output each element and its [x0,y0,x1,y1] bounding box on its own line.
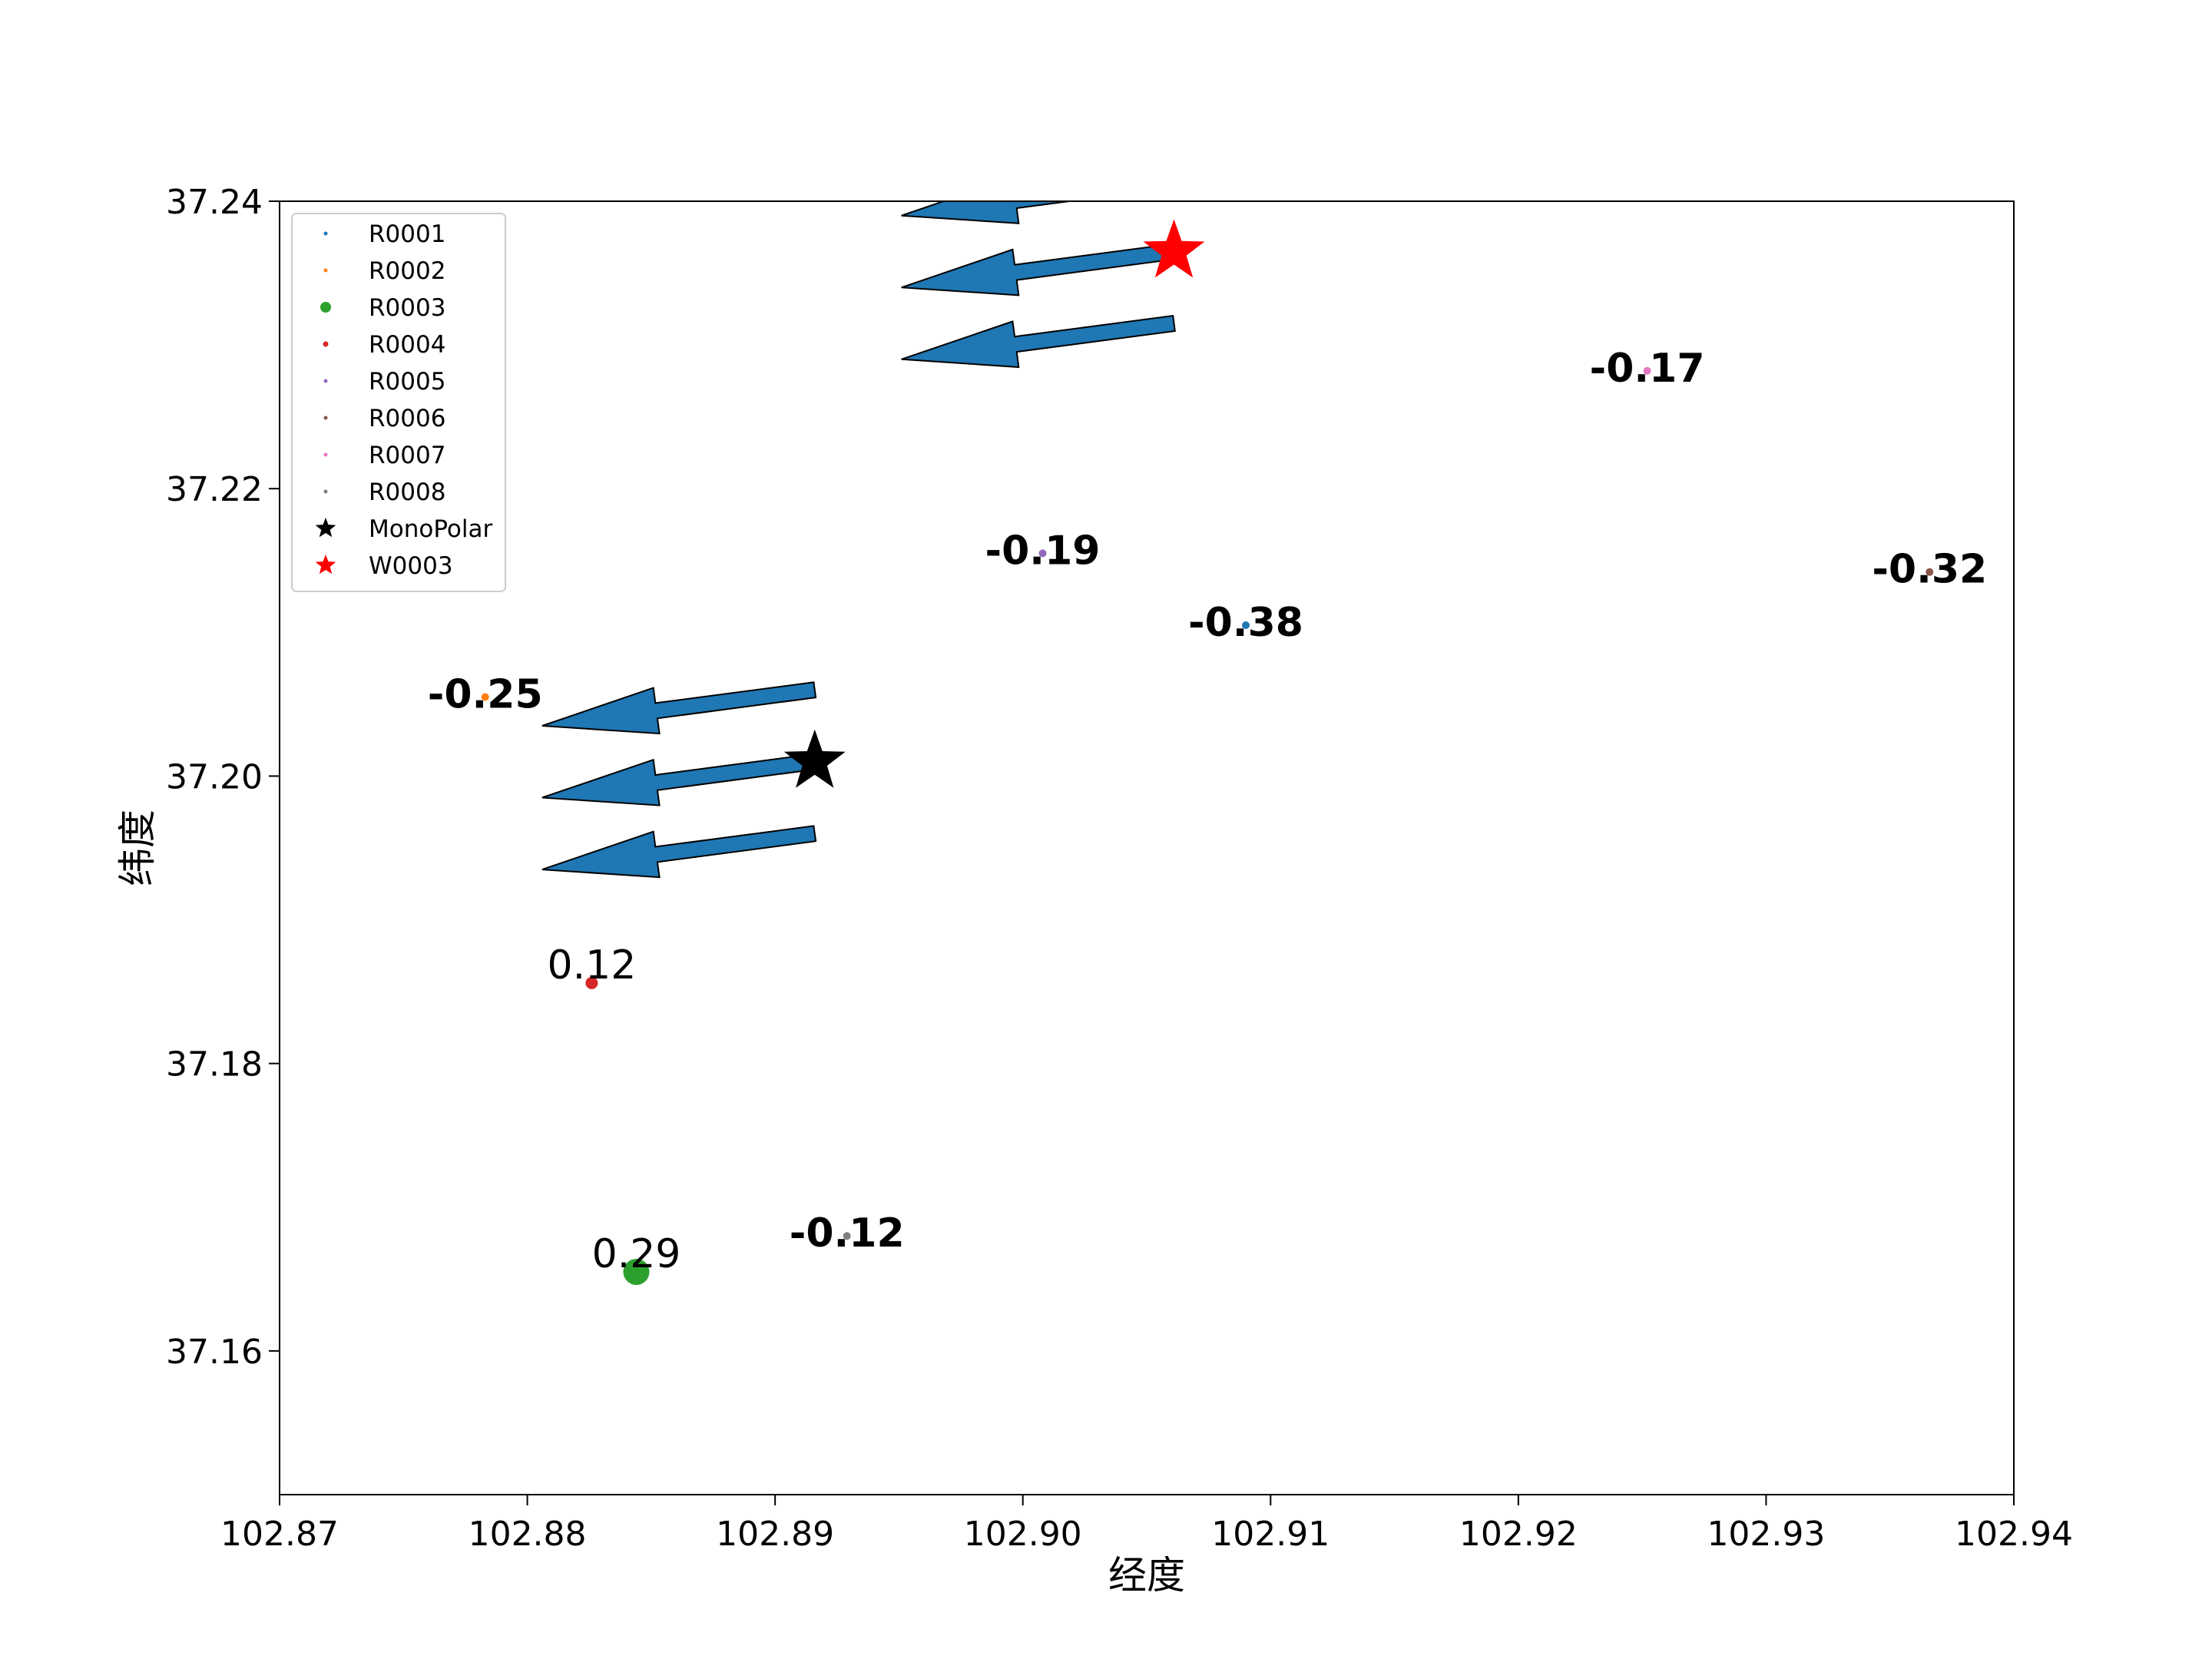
y-tick-label: 37.18 [166,1045,263,1084]
legend-marker-r0002 [323,268,328,273]
r0006-value-label: -0.32 [1872,547,1987,593]
legend-label-r0002: R0002 [369,257,445,285]
r0002-value-label: -0.25 [428,672,543,718]
y-tick-label: 37.24 [166,183,263,222]
legend-label-r0005: R0005 [369,368,445,396]
legend-label-r0006: R0006 [369,405,445,432]
displacement-arrow-5 [901,243,1176,296]
r0001-value-label: -0.38 [1188,600,1303,646]
x-tick-label: 102.88 [469,1515,587,1554]
legend: R0001 R0002 R0003 R0004 R0005 R0006 R0007 R0008… [291,213,506,592]
legend-marker-r0001 [323,231,328,236]
r0007-point [1643,366,1651,375]
points-layer [481,219,1934,1285]
r0002-point [481,693,489,701]
r0005-value-label: -0.19 [985,528,1101,574]
x-axis: 102.87 102.88 102.89 102.90 102.91 102.92 102.… [220,1495,2073,1554]
x-tick-label: 102.94 [1955,1515,2073,1554]
x-tick-label: 102.90 [964,1515,1082,1554]
legend-marker-monopolar [315,518,336,538]
r0004-value-label: 0.12 [548,942,637,988]
legend-marker-w0003 [315,555,336,575]
legend-label-r0003: R0003 [369,294,445,322]
r0008-point [843,1232,851,1240]
r0001-point [1242,621,1250,629]
legend-marker-r0003 [320,302,331,313]
displacement-arrow-3 [541,825,817,879]
y-tick-label: 37.20 [166,757,263,796]
w0003-star-marker [1143,219,1205,278]
displacement-arrow-4 [901,201,1075,224]
r0005-point [1038,549,1047,558]
plot-background [280,201,2014,1495]
displacement-arrow-1 [541,681,817,735]
r0006-point [1926,568,1934,576]
y-axis-label: 纬度 [115,810,160,886]
axes-frame [279,200,2015,1495]
legend-label-r0008: R0008 [369,478,445,506]
legend-marker-r0004 [323,341,329,347]
r0008-value-label: -0.12 [790,1210,905,1257]
y-tick-label: 37.22 [166,470,263,509]
legend-marker-r0005 [323,379,328,383]
legend-box [291,213,506,592]
y-axis: 37.16 37.18 37.20 37.22 37.24 [166,183,280,1372]
y-tick-label: 37.16 [166,1333,263,1372]
r0003-value-label: 0.29 [592,1231,681,1277]
r0007-value-label: -0.17 [1590,346,1705,392]
r0003-point [623,1259,650,1285]
arrows-layer [541,201,1176,879]
legend-marker-r0007 [323,452,328,457]
x-tick-label: 102.92 [1459,1515,1578,1554]
displacement-arrow-6 [901,314,1176,369]
displacement-arrow-2 [541,753,817,806]
legend-marker-r0006 [323,416,328,420]
x-tick-label: 102.87 [220,1515,339,1554]
x-tick-label: 102.93 [1707,1515,1825,1554]
legend-label-r0004: R0004 [369,331,445,359]
legend-label-w0003: W0003 [369,552,453,580]
x-tick-label: 102.91 [1211,1515,1330,1554]
r0004-point [585,976,598,989]
x-tick-label: 102.89 [716,1515,834,1554]
labels-layer: -0.38 -0.25 0.29 0.12 -0.19 -0.32 -0.17 -0.12 [428,346,1987,1277]
legend-label-r0001: R0001 [369,220,445,248]
legend-label-r0007: R0007 [369,442,445,469]
monopolar-star-marker [783,729,846,788]
legend-marker-r0008 [323,489,328,494]
legend-label-monopolar: MonoPolar [369,515,492,543]
x-axis-label: 经度 [1108,1553,1185,1598]
